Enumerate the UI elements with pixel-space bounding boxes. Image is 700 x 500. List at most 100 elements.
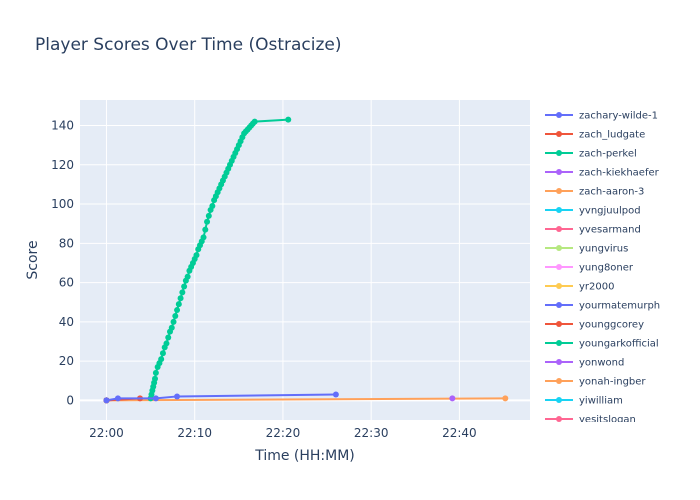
legend-label: yiwilliam — [579, 396, 623, 407]
x-tick-label: 22:40 — [442, 426, 477, 440]
data-point[interactable] — [193, 252, 200, 259]
x-tick-label: 22:00 — [89, 426, 124, 440]
legend-label: yvesarmand — [579, 225, 641, 236]
data-point[interactable] — [205, 212, 212, 219]
data-point[interactable] — [449, 395, 456, 402]
legend-swatch-marker — [556, 302, 562, 308]
series-zachary-wilde-1[interactable] — [103, 391, 339, 404]
data-point[interactable] — [165, 334, 172, 341]
legend-item[interactable]: yourmatemurph — [545, 301, 660, 312]
legend-item[interactable]: yesitslogan — [545, 415, 636, 426]
y-axis-title: Score — [25, 240, 41, 279]
data-point[interactable] — [285, 116, 292, 123]
legend-swatch-marker — [556, 207, 562, 213]
series-line — [106, 397, 506, 402]
data-point[interactable] — [103, 397, 110, 404]
chart-title: Player Scores Over Time (Ostracize) — [35, 35, 342, 55]
legend-label: yr2000 — [579, 282, 614, 293]
data-point[interactable] — [159, 350, 166, 357]
data-point[interactable] — [202, 226, 209, 233]
tick-labels: 0 20 40 60 80 100 120 140 22:00 22:10 22:20 22:30 22… — [51, 119, 477, 440]
data-point[interactable] — [179, 289, 186, 296]
plot-area — [80, 100, 530, 420]
data-point[interactable] — [158, 356, 165, 363]
legend-swatch-marker — [556, 416, 562, 422]
legend-label: zach-aaron-3 — [579, 187, 644, 198]
data-point[interactable] — [172, 312, 179, 319]
legend-label: zach_ludgate — [579, 130, 645, 141]
y-tick-label: 140 — [51, 119, 74, 133]
legend-item[interactable]: younggcorey — [545, 320, 644, 331]
data-point[interactable] — [175, 301, 182, 308]
data-point[interactable] — [502, 395, 509, 402]
legend-swatch-marker — [556, 283, 562, 289]
data-point[interactable] — [114, 395, 121, 402]
data-point[interactable] — [209, 203, 216, 210]
data-point[interactable] — [168, 324, 175, 331]
legend-label: yesitslogan — [579, 415, 636, 426]
x-axis-title: Time (HH:MM) — [254, 448, 355, 464]
legend-label: youngarkofficial — [579, 339, 659, 350]
legend-label: yvngjuulpod — [579, 206, 641, 217]
series-zach-perkel[interactable] — [147, 116, 292, 402]
legend-item[interactable]: yiwilliam — [545, 396, 623, 407]
x-tick-label: 22:20 — [266, 426, 301, 440]
legend-label: zach-kiekhaefer — [579, 168, 660, 179]
data-point[interactable] — [174, 307, 181, 314]
legend-swatch-marker — [556, 245, 562, 251]
legend-swatch-marker — [556, 378, 562, 384]
x-tick-label: 22:10 — [177, 426, 212, 440]
y-tick-label: 120 — [51, 158, 74, 172]
data-point[interactable] — [174, 393, 181, 400]
data-point[interactable] — [184, 273, 191, 280]
legend-item[interactable]: yonwond — [545, 358, 624, 369]
data-point[interactable] — [163, 340, 170, 347]
legend-swatch-marker — [556, 226, 562, 232]
data-point[interactable] — [332, 391, 339, 398]
legend-swatch-marker — [556, 340, 562, 346]
legend-item[interactable]: zach-perkel — [545, 149, 637, 160]
legend-item[interactable]: zach-aaron-3 — [545, 187, 644, 198]
legend-item[interactable]: yvesarmand — [545, 225, 641, 236]
legend-swatch-marker — [556, 150, 562, 156]
gridlines — [80, 100, 530, 420]
legend[interactable]: zachary-wilde-1 zach_ludgate zach-perkel za… — [545, 111, 660, 426]
legend-item[interactable]: youngarkofficial — [545, 339, 659, 350]
legend-item[interactable]: yungvirus — [545, 244, 628, 255]
y-tick-label: 60 — [59, 276, 74, 290]
legend-label: zach-perkel — [579, 149, 637, 160]
legend-label: zachary-wilde-1 — [579, 111, 658, 122]
data-point[interactable] — [251, 118, 258, 125]
legend-label: yourmatemurph — [579, 301, 660, 312]
legend-item[interactable]: zach-kiekhaefer — [545, 168, 660, 179]
data-point[interactable] — [204, 218, 211, 225]
legend-label: yonwond — [579, 358, 624, 369]
data-point[interactable] — [177, 295, 184, 302]
legend-item[interactable]: zach_ludgate — [545, 130, 645, 141]
data-point[interactable] — [152, 375, 158, 382]
legend-item[interactable]: yung8oner — [545, 263, 634, 274]
legend-swatch-marker — [556, 359, 562, 365]
y-tick-label: 0 — [66, 393, 74, 407]
legend-item[interactable]: yr2000 — [545, 282, 614, 293]
legend-swatch-marker — [556, 321, 562, 327]
data-point[interactable] — [152, 395, 159, 402]
legend-swatch-marker — [556, 131, 562, 137]
legend-item[interactable]: zachary-wilde-1 — [545, 111, 658, 122]
legend-item[interactable]: yonah-ingber — [545, 377, 646, 388]
data-point[interactable] — [181, 283, 188, 290]
legend-label: yonah-ingber — [579, 377, 646, 388]
legend-swatch-marker — [556, 397, 562, 403]
y-tick-label: 100 — [51, 197, 74, 211]
legend-item[interactable]: yvngjuulpod — [545, 206, 641, 217]
series-layer — [103, 116, 509, 404]
data-point[interactable] — [152, 369, 159, 376]
series-zach-kiekhaefer[interactable] — [449, 395, 456, 402]
data-point[interactable] — [200, 234, 207, 241]
data-point[interactable] — [170, 318, 177, 325]
y-tick-label: 80 — [59, 236, 74, 250]
legend-label: yungvirus — [579, 244, 628, 255]
legend-swatch-marker — [556, 188, 562, 194]
legend-swatch-marker — [556, 264, 562, 270]
